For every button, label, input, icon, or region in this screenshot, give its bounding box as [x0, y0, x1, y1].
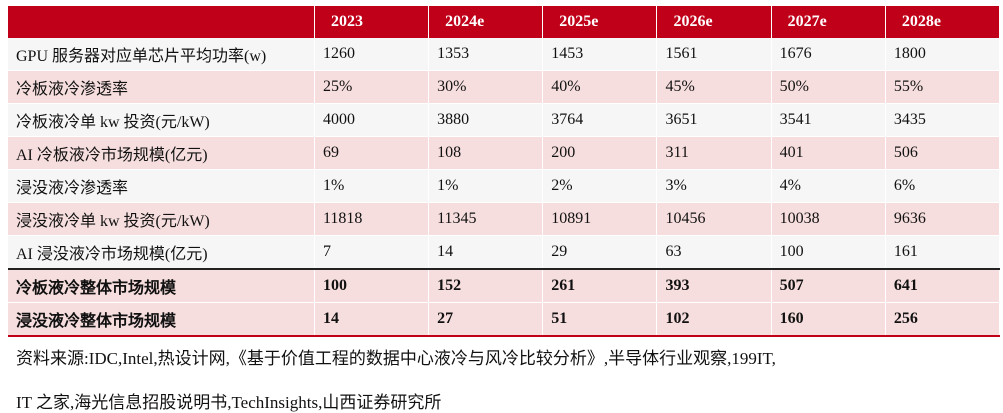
table-cell: 1% — [314, 169, 430, 203]
table-cell: 6% — [885, 169, 1001, 203]
table-cell: 100 — [771, 235, 886, 270]
table-cell: 393 — [656, 268, 772, 303]
table-cell: 25% — [314, 70, 430, 104]
row-label: 冷板液冷渗透率 — [8, 70, 315, 104]
row-label: GPU 服务器对应单芯片平均功率(w) — [8, 38, 315, 71]
table-cell: 261 — [542, 268, 658, 303]
table-cell: 1676 — [771, 38, 886, 71]
table-row: 冷板液冷单 kw 投资(元/kW) 4000 3880 3764 3651 35… — [8, 103, 1001, 137]
table-cell: 256 — [885, 302, 1001, 337]
table-cell: 100 — [314, 268, 430, 303]
table-cell: 1% — [428, 169, 544, 203]
row-label: AI 冷板液冷市场规模(亿元) — [8, 136, 315, 170]
table-cell: 102 — [656, 302, 772, 337]
table-cell: 3435 — [885, 103, 1001, 137]
table-cell: 3% — [656, 169, 772, 203]
table-cell: 1260 — [314, 38, 430, 71]
table-cell: 63 — [656, 235, 772, 270]
table-cell: 160 — [771, 302, 886, 337]
table-cell: 1353 — [428, 38, 544, 71]
table-row: 浸没液冷单 kw 投资(元/kW) 11818 11345 10891 1045… — [8, 202, 1001, 236]
table-cell: 51 — [542, 302, 658, 337]
table-cell: 50% — [771, 70, 886, 104]
table-cell: 3541 — [771, 103, 886, 137]
source-note-line-1: 资料来源:IDC,Intel,热设计网,《基于价值工程的数据中心液冷与风冷比较分… — [16, 349, 776, 368]
table-cell: 641 — [885, 268, 1001, 303]
table-cell: 40% — [542, 70, 658, 104]
header-cell-2026e: 2026e — [656, 6, 772, 38]
table-cell: 14 — [428, 235, 544, 270]
table-cell: 10891 — [542, 202, 658, 236]
table-cell: 4000 — [314, 103, 430, 137]
table-row: AI 冷板液冷市场规模(亿元) 69 108 200 311 401 506 — [8, 136, 1001, 170]
table-cell: 11818 — [314, 202, 430, 236]
table-cell: 10038 — [771, 202, 886, 236]
table-cell: 311 — [656, 136, 772, 170]
table-cell: 1561 — [656, 38, 772, 71]
table-cell: 29 — [542, 235, 658, 270]
table-cell: 4% — [771, 169, 886, 203]
table-cell: 14 — [314, 302, 430, 337]
row-label: 浸没液冷单 kw 投资(元/kW) — [8, 202, 315, 236]
table-cell: 108 — [428, 136, 544, 170]
header-cell-2023: 2023 — [314, 6, 430, 38]
table-cell: 9636 — [885, 202, 1001, 236]
header-cell-2028e: 2028e — [885, 6, 1001, 38]
header-cell-2027e: 2027e — [771, 6, 886, 38]
table-row: 冷板液冷渗透率 25% 30% 40% 45% 50% 55% — [8, 70, 1001, 104]
table-row: AI 浸没液冷市场规模(亿元) 7 14 29 63 100 161 — [8, 235, 1001, 270]
header-cell-label — [8, 6, 315, 38]
table-cell: 69 — [314, 136, 430, 170]
table-cell: 506 — [885, 136, 1001, 170]
row-label: 浸没液冷整体市场规模 — [8, 302, 315, 337]
table-cell: 7 — [314, 235, 430, 270]
table-cell: 27 — [428, 302, 544, 337]
table-cell: 45% — [656, 70, 772, 104]
source-note-line-2: IT 之家,海光信息招股说明书,TechInsights,山西证券研究所 — [16, 393, 442, 412]
row-label: 冷板液冷整体市场规模 — [8, 268, 315, 303]
table-cell: 507 — [771, 268, 886, 303]
table-cell: 55% — [885, 70, 1001, 104]
table-cell: 161 — [885, 235, 1001, 270]
header-cell-2025e: 2025e — [542, 6, 658, 38]
table-cell: 200 — [542, 136, 658, 170]
table-cell: 11345 — [428, 202, 544, 236]
table-cell: 401 — [771, 136, 886, 170]
table-cell: 3880 — [428, 103, 544, 137]
row-label: 浸没液冷渗透率 — [8, 169, 315, 203]
table-cell: 152 — [428, 268, 544, 303]
table-row: 浸没液冷渗透率 1% 1% 2% 3% 4% 6% — [8, 169, 1001, 203]
table-cell: 2% — [542, 169, 658, 203]
total-row: 冷板液冷整体市场规模 100 152 261 393 507 641 — [8, 268, 1001, 303]
table-cell: 3651 — [656, 103, 772, 137]
market-size-table: 2023 2024e 2025e 2026e 2027e 2028e GPU 服… — [8, 6, 1001, 337]
total-row: 浸没液冷整体市场规模 14 27 51 102 160 256 — [8, 302, 1001, 337]
table-row: GPU 服务器对应单芯片平均功率(w) 1260 1353 1453 1561 … — [8, 38, 1001, 71]
table-cell: 30% — [428, 70, 544, 104]
header-cell-2024e: 2024e — [428, 6, 544, 38]
row-label: AI 浸没液冷市场规模(亿元) — [8, 235, 315, 270]
table-cell: 1453 — [542, 38, 658, 71]
table-cell: 1800 — [885, 38, 1001, 71]
header-row: 2023 2024e 2025e 2026e 2027e 2028e — [8, 6, 1001, 38]
table-cell: 10456 — [656, 202, 772, 236]
table-cell: 3764 — [542, 103, 658, 137]
row-label: 冷板液冷单 kw 投资(元/kW) — [8, 103, 315, 137]
